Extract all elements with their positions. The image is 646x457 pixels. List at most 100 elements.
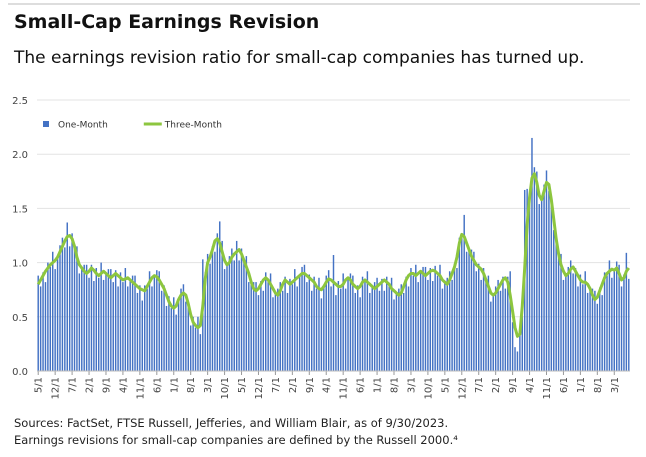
bar <box>422 266 424 371</box>
bar <box>359 297 361 371</box>
bar <box>204 272 206 371</box>
x-tick-label: 2/1 <box>288 377 299 393</box>
bar <box>611 277 613 371</box>
bar <box>197 316 199 371</box>
bar <box>289 278 291 371</box>
bar <box>601 295 603 371</box>
bar <box>582 284 584 371</box>
bar <box>565 275 567 371</box>
bar <box>298 275 301 371</box>
bar <box>136 292 139 371</box>
bar <box>320 298 323 371</box>
x-tick-label: 9/1 <box>508 377 519 393</box>
bar <box>71 233 73 371</box>
bar <box>119 272 122 371</box>
bar <box>504 288 507 371</box>
bar <box>577 286 579 371</box>
bar <box>470 249 473 371</box>
bar <box>444 282 446 371</box>
bar <box>175 314 177 371</box>
bar <box>538 204 540 371</box>
y-tick-label: 0.0 <box>12 367 28 378</box>
x-tick-label: 7/1 <box>68 377 79 393</box>
bar <box>272 297 274 371</box>
x-tick-label: 6/1 <box>152 377 163 393</box>
x-tick-label: 6/1 <box>559 377 570 393</box>
chart-title: Small-Cap Earnings Revision <box>14 11 319 33</box>
bar <box>482 268 485 371</box>
bar <box>39 286 42 371</box>
bar <box>228 256 231 371</box>
bar <box>68 246 71 371</box>
legend-swatch <box>43 121 49 127</box>
bar <box>429 268 432 371</box>
bar <box>473 251 475 371</box>
bar <box>281 290 284 371</box>
bar <box>97 277 100 371</box>
bar <box>85 264 88 371</box>
bar <box>81 268 83 371</box>
bar <box>603 272 606 371</box>
bar <box>93 281 95 371</box>
x-tick-label: 7/1 <box>271 377 282 393</box>
bar <box>153 275 156 371</box>
bar <box>267 282 269 371</box>
bar <box>296 286 298 371</box>
bar <box>284 276 286 371</box>
y-tick-label: 2.0 <box>12 150 28 161</box>
bar <box>516 351 519 371</box>
bar <box>497 279 499 371</box>
bar <box>235 240 238 371</box>
bar <box>61 237 64 371</box>
bar <box>487 275 490 371</box>
bar <box>318 277 320 371</box>
bar <box>102 279 105 371</box>
bar <box>226 264 228 371</box>
bar <box>393 299 395 371</box>
x-tick-label: 11/1 <box>542 377 553 399</box>
bar <box>458 237 461 371</box>
bar <box>277 288 279 371</box>
bar <box>398 288 400 371</box>
bar <box>170 308 173 371</box>
bar <box>446 277 448 371</box>
bar <box>42 272 44 371</box>
bar <box>427 279 429 371</box>
x-tick-label: 12/1 <box>457 377 468 399</box>
bar <box>361 276 364 371</box>
bar <box>37 275 39 371</box>
bar <box>441 288 444 371</box>
bar <box>238 260 240 371</box>
bar <box>480 279 482 371</box>
bar <box>301 266 303 371</box>
bar <box>579 274 582 371</box>
bar <box>514 347 516 371</box>
bar <box>540 199 543 371</box>
bar <box>189 325 192 371</box>
bar <box>52 251 54 371</box>
bar <box>233 260 235 371</box>
bar <box>219 221 221 371</box>
bar <box>199 334 202 371</box>
bar <box>591 288 594 371</box>
bar <box>424 266 427 371</box>
y-tick-label: 1.0 <box>12 259 28 270</box>
bar <box>274 292 277 371</box>
bar <box>95 268 98 371</box>
bar <box>245 256 248 371</box>
bar <box>405 276 407 371</box>
x-tick-label: 9/1 <box>305 377 316 393</box>
bar <box>122 282 124 371</box>
bar <box>185 301 187 371</box>
bar <box>73 248 76 371</box>
bar <box>340 288 342 371</box>
bar <box>54 269 56 371</box>
bar <box>352 275 354 371</box>
bar <box>306 282 308 371</box>
bar <box>146 288 148 371</box>
x-tick-label: 8/1 <box>593 377 604 393</box>
bar <box>248 282 250 371</box>
chart-subtitle: The earnings revision ratio for small-ca… <box>13 48 584 68</box>
